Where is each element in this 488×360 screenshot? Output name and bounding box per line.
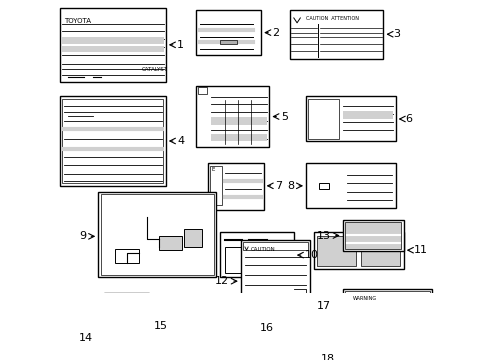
Text: 8: 8 bbox=[287, 181, 294, 191]
Text: 16: 16 bbox=[260, 323, 274, 333]
Bar bbox=[345, 317, 429, 324]
Bar bbox=[316, 235, 355, 266]
Text: 13: 13 bbox=[317, 230, 331, 240]
Bar bbox=[210, 135, 266, 141]
Bar bbox=[183, 229, 202, 247]
Bar bbox=[319, 183, 328, 189]
Bar bbox=[342, 289, 431, 324]
Bar bbox=[360, 235, 399, 266]
Bar bbox=[289, 10, 383, 59]
Text: 10: 10 bbox=[305, 250, 319, 260]
Text: TOYOTA: TOYOTA bbox=[64, 18, 91, 24]
Bar bbox=[342, 220, 403, 251]
Bar bbox=[345, 222, 401, 248]
Text: 6: 6 bbox=[405, 114, 411, 124]
Text: 1: 1 bbox=[177, 40, 184, 50]
Text: 9: 9 bbox=[80, 231, 87, 241]
Bar bbox=[305, 163, 395, 208]
Bar bbox=[182, 326, 242, 334]
Bar bbox=[159, 235, 182, 250]
Text: 3: 3 bbox=[392, 29, 399, 39]
Text: 12: 12 bbox=[215, 276, 229, 286]
Bar bbox=[101, 194, 214, 275]
Text: 15: 15 bbox=[154, 321, 168, 331]
Bar bbox=[220, 40, 236, 44]
Bar bbox=[98, 192, 216, 277]
Bar bbox=[104, 293, 148, 360]
Bar bbox=[180, 306, 244, 346]
Text: CATALYST: CATALYST bbox=[141, 67, 167, 72]
Text: 11: 11 bbox=[413, 245, 427, 255]
Bar bbox=[241, 240, 309, 318]
Text: WARNING: WARNING bbox=[352, 296, 376, 301]
Text: CAUTION  ATTENTION: CAUTION ATTENTION bbox=[305, 16, 358, 21]
Bar bbox=[243, 242, 307, 250]
Bar bbox=[305, 96, 395, 141]
Text: 2: 2 bbox=[272, 28, 279, 37]
Bar bbox=[62, 99, 163, 183]
Bar bbox=[196, 86, 269, 147]
Text: 4: 4 bbox=[177, 136, 184, 146]
Text: CAUTION: CAUTION bbox=[250, 247, 275, 252]
Bar bbox=[61, 46, 164, 52]
Bar bbox=[346, 342, 399, 360]
Bar bbox=[114, 248, 139, 263]
Text: 18: 18 bbox=[321, 354, 335, 360]
Text: 5: 5 bbox=[280, 112, 287, 122]
Bar bbox=[60, 96, 165, 186]
Text: 7: 7 bbox=[274, 181, 282, 191]
Bar bbox=[61, 37, 164, 44]
Bar bbox=[60, 8, 165, 81]
Bar bbox=[209, 166, 222, 205]
Bar bbox=[308, 99, 339, 139]
Bar bbox=[197, 87, 207, 94]
Bar bbox=[208, 163, 263, 210]
Bar bbox=[210, 117, 266, 125]
Bar bbox=[224, 247, 269, 273]
Text: 17: 17 bbox=[317, 301, 331, 311]
Text: 14: 14 bbox=[78, 333, 92, 343]
Bar bbox=[345, 291, 429, 299]
Bar bbox=[182, 312, 242, 320]
Bar bbox=[314, 232, 403, 269]
Bar bbox=[342, 111, 392, 119]
Bar bbox=[220, 232, 293, 277]
Text: E: E bbox=[211, 167, 214, 172]
Bar bbox=[196, 10, 261, 55]
